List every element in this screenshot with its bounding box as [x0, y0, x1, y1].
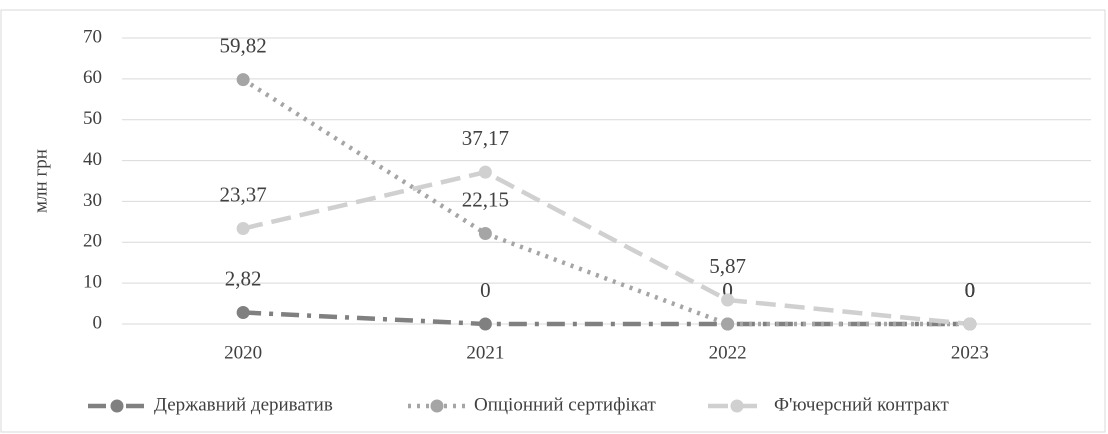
data-label: 0 [965, 278, 976, 302]
data-label: 0 [965, 278, 976, 302]
data-label: 37,17 [462, 126, 509, 150]
y-axis-label: млн грн [30, 149, 51, 213]
chart-border [0, 9, 1106, 433]
legend-marker [730, 399, 744, 413]
y-tick-label: 50 [83, 108, 102, 129]
data-label: 59,82 [220, 33, 267, 57]
data-label: 23,37 [220, 182, 267, 206]
y-tick-label: 0 [93, 312, 103, 333]
data-point [963, 317, 977, 331]
x-tick-label: 2023 [951, 342, 989, 363]
y-tick-label: 70 [83, 26, 102, 47]
series-line [242, 169, 971, 327]
x-tick-label: 2021 [466, 342, 504, 363]
data-label: 0 [965, 278, 976, 302]
data-point [721, 293, 735, 307]
data-label: 22,15 [462, 187, 509, 211]
legend-marker [430, 399, 444, 413]
legend-label: Державний дериватив [154, 394, 333, 415]
y-tick-label: 40 [83, 149, 102, 170]
legend-label: Опціонний сертифікат [474, 394, 657, 415]
y-tick-label: 20 [83, 231, 102, 252]
data-point [478, 227, 492, 241]
data-label: 0 [480, 278, 491, 302]
data-point [478, 317, 492, 331]
series-line [241, 77, 970, 327]
x-tick-label: 2022 [709, 342, 747, 363]
y-tick-label: 10 [83, 272, 102, 293]
x-tick-label: 2020 [224, 342, 262, 363]
data-point [236, 222, 250, 236]
data-point [478, 165, 492, 179]
data-point [721, 317, 735, 331]
data-label: 0 [722, 278, 733, 302]
y-tick-label: 30 [83, 190, 102, 211]
data-label: 5,87 [709, 254, 746, 278]
data-label: 2,82 [225, 266, 262, 290]
data-label: 0 [722, 278, 733, 302]
data-point [236, 73, 250, 87]
legend-marker [110, 399, 124, 413]
y-tick-label: 60 [83, 67, 102, 88]
legend-label: Ф'ючерсний контракт [774, 394, 949, 415]
series-line [243, 310, 970, 327]
data-point [236, 305, 250, 319]
